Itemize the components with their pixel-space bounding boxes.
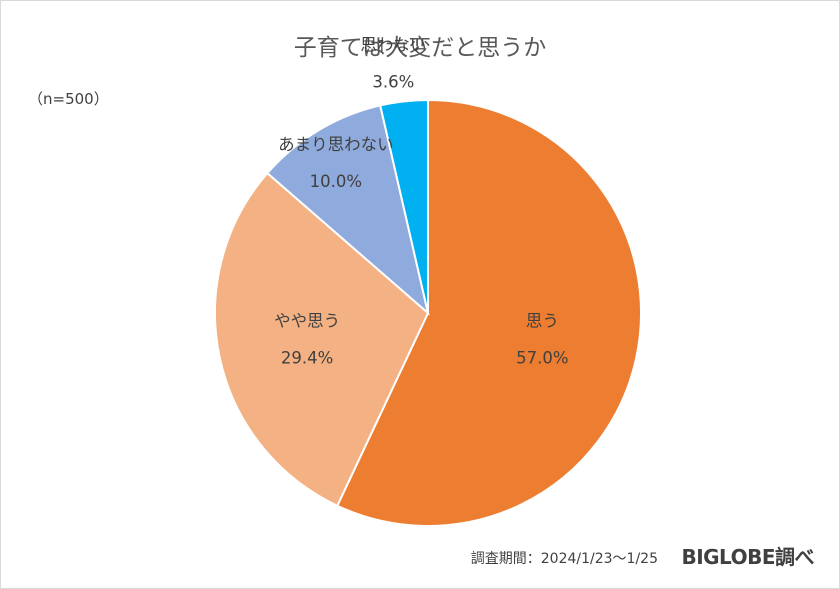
pie-slice-1: [335, 98, 642, 527]
slice-category-label: あまり思わない: [278, 135, 394, 154]
slice-value-label: 57.0%: [516, 349, 568, 368]
pie-slice-3: [265, 104, 430, 316]
slice-category-label: 思わない: [360, 36, 426, 55]
source-credit: BIGLOBE調べ: [681, 545, 814, 569]
survey-period: 調査期間：2024/1/23～1/25: [470, 551, 658, 567]
chart-title: 子育ては大変だと思うか: [293, 35, 547, 61]
sample-size-note: （n=500）: [28, 90, 109, 108]
pie-slice-4: [379, 98, 429, 314]
slice-value-label: 3.6%: [372, 73, 414, 92]
slice-category-label: やや思う: [274, 311, 340, 330]
pie-slice-2: [214, 171, 430, 508]
slice-value-label: 29.4%: [281, 348, 333, 367]
slice-value-label: 10.0%: [310, 172, 362, 191]
slice-category-label: 思う: [526, 312, 559, 331]
